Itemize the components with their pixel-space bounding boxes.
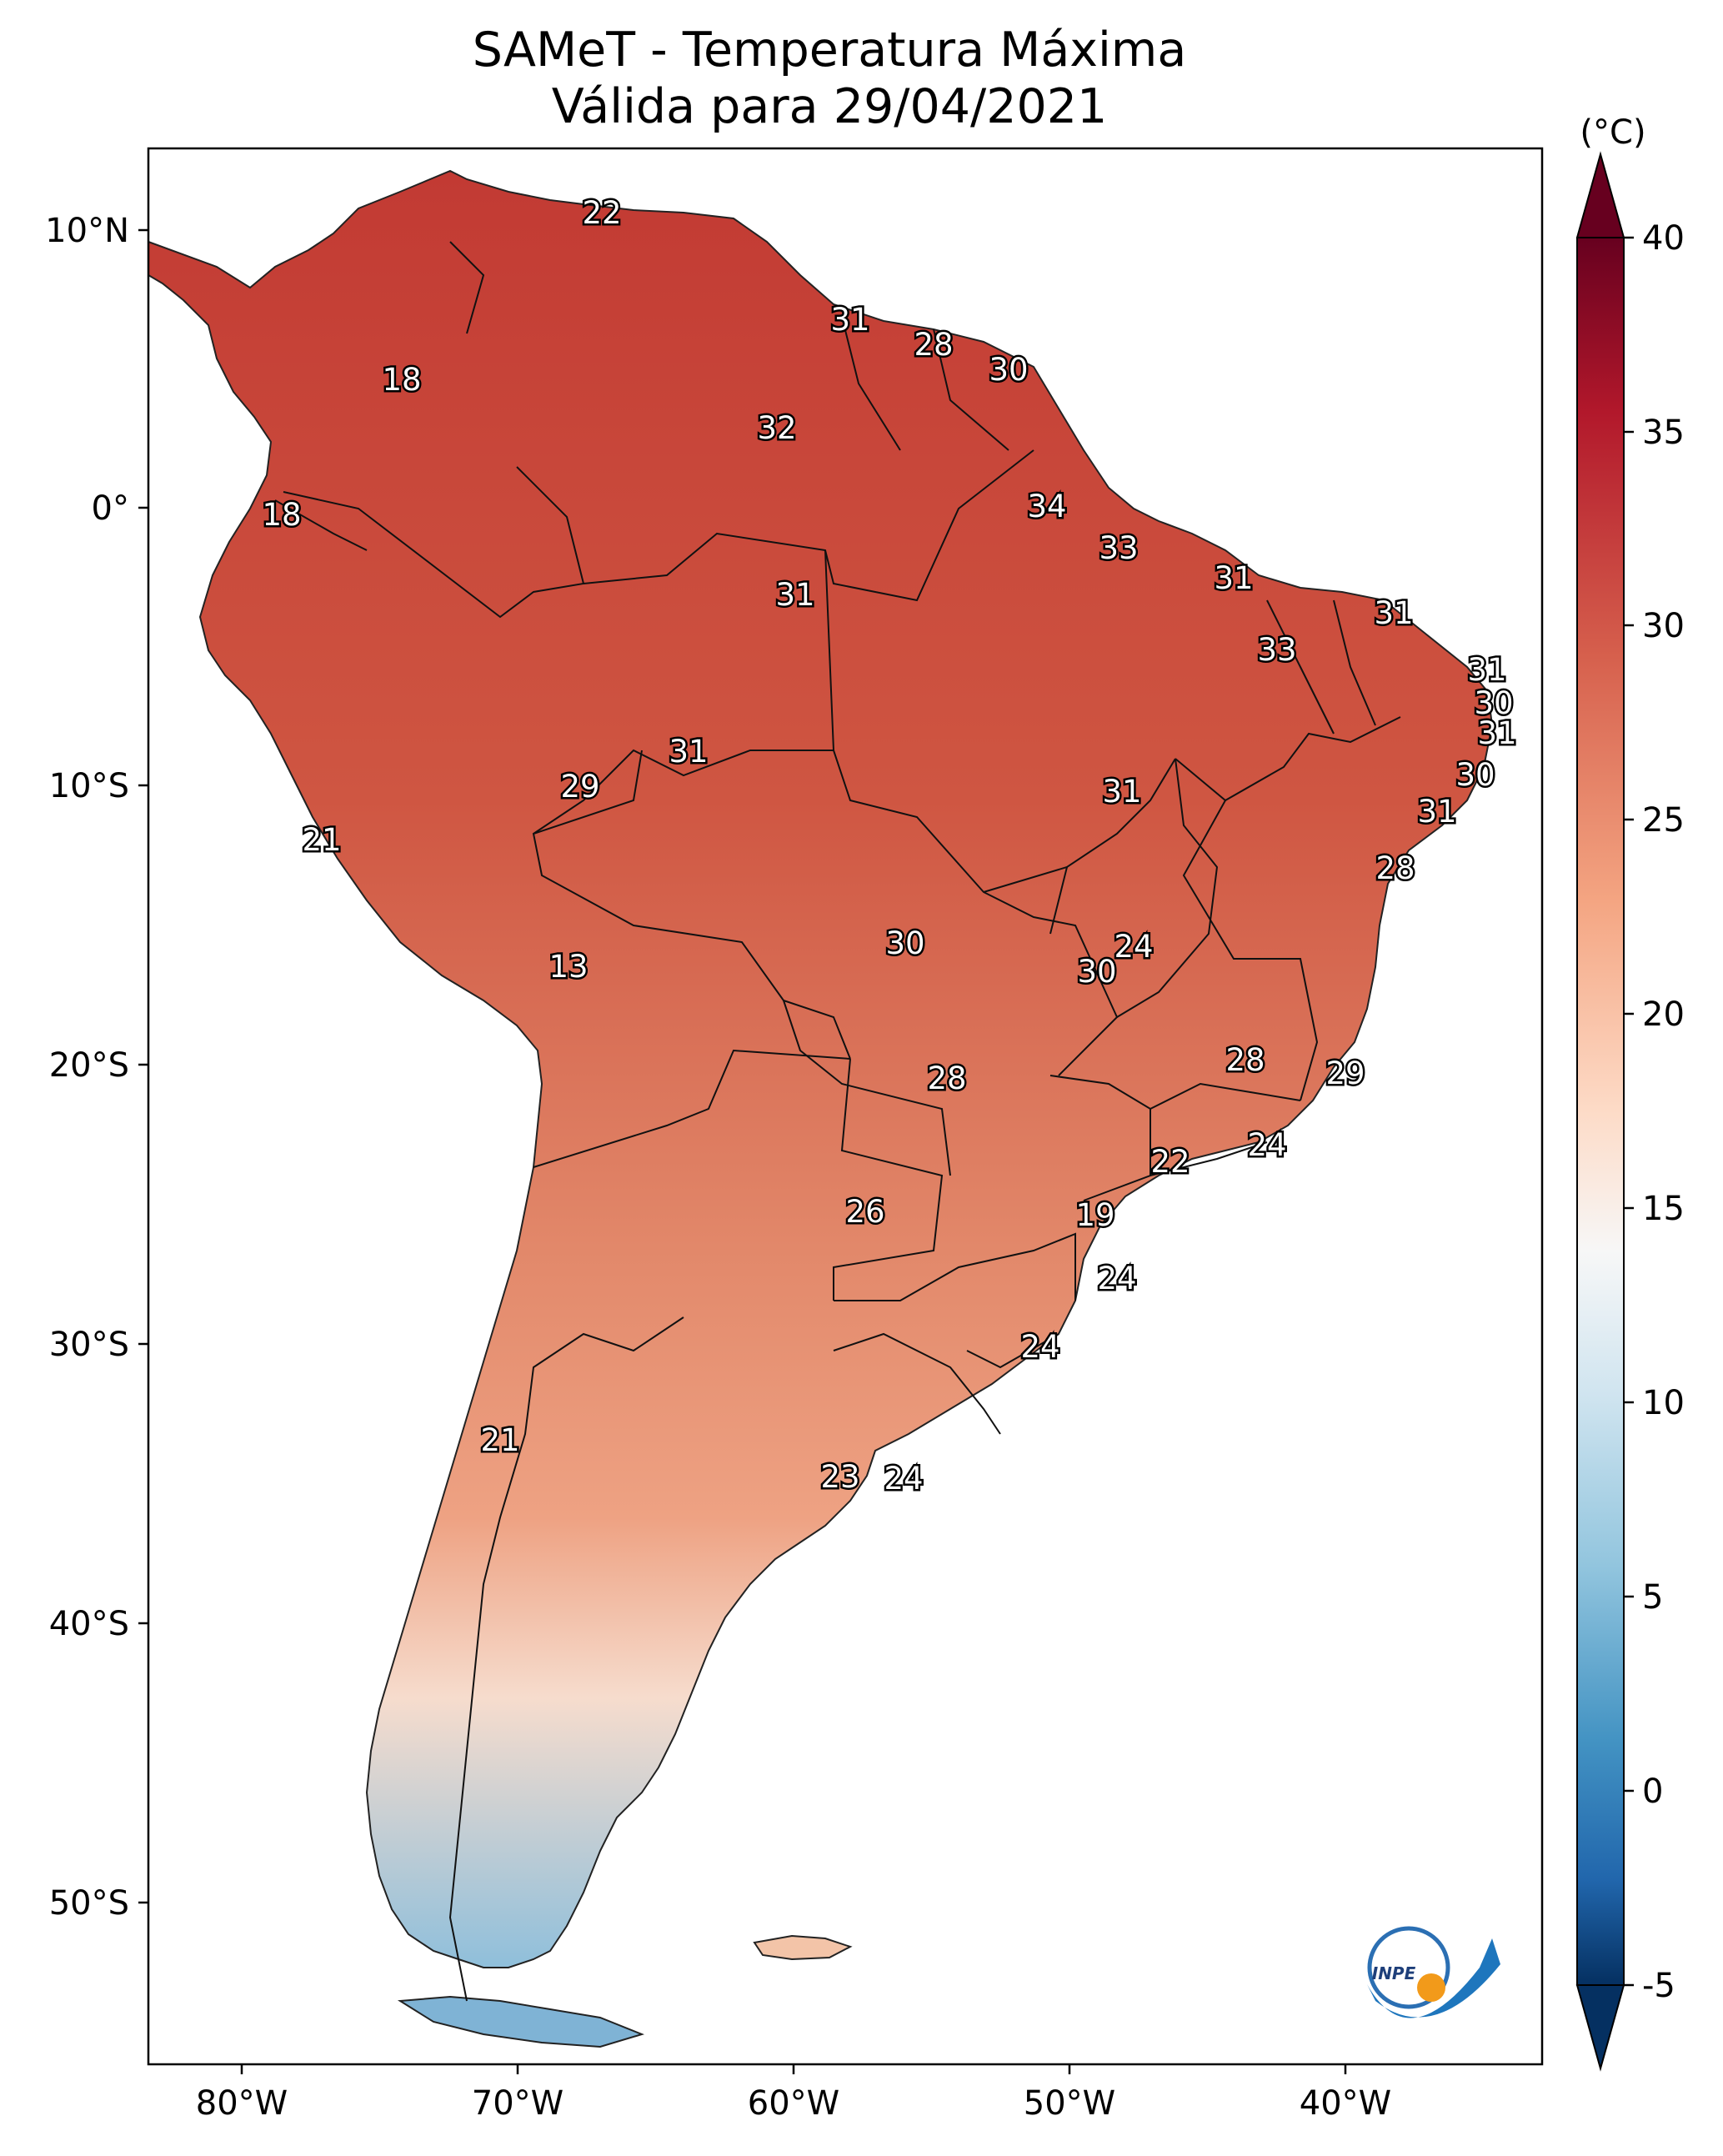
- map-frame: [147, 147, 1544, 2066]
- city-label: 28: [914, 327, 953, 363]
- city-label: 22: [582, 195, 621, 231]
- lon-label-40w: 40°W: [1300, 2084, 1391, 2123]
- city-label: 34: [1027, 489, 1066, 524]
- city-label: 31: [1102, 774, 1141, 810]
- logo-sun: [1417, 1973, 1445, 2002]
- city-label: 29: [1325, 1055, 1365, 1091]
- lon-label-60w: 60°W: [748, 2084, 839, 2123]
- city-label: 31: [1417, 794, 1456, 830]
- city-label: 24: [1097, 1261, 1136, 1296]
- cb-label-0: 0: [1642, 1772, 1663, 1811]
- city-label: 24: [1020, 1329, 1059, 1365]
- lat-label-0: 0°: [92, 489, 129, 528]
- colorbar-ticks: [1624, 236, 1634, 1987]
- city-label: 31: [830, 302, 869, 338]
- city-label: 26: [845, 1194, 884, 1230]
- city-label: 31: [1477, 715, 1516, 751]
- city-label: 22: [1150, 1144, 1190, 1180]
- colorbar-labels: 40 35 30 25 20 15 10 5 0 -5: [1642, 219, 1685, 2005]
- city-label: 31: [1467, 652, 1506, 688]
- lat-label-50s: 50°S: [49, 1884, 129, 1923]
- city-label: 24: [884, 1461, 923, 1497]
- city-label: 30: [1474, 685, 1513, 721]
- cb-label-20: 20: [1642, 995, 1685, 1034]
- city-label: 31: [775, 577, 814, 613]
- city-label: 24: [1114, 929, 1153, 965]
- colorbar-bottom-arrow: [1575, 1984, 1625, 2072]
- city-label: 31: [1374, 595, 1413, 631]
- cb-label-10: 10: [1642, 1384, 1685, 1422]
- city-labels: 22 31 28 30 18 32 18 34 33 31 31 31 33 3…: [260, 193, 1519, 1499]
- city-label: 31: [669, 734, 708, 770]
- city-label: 33: [1257, 632, 1296, 668]
- city-label: 19: [1075, 1197, 1114, 1233]
- city-label: 30: [1077, 954, 1116, 990]
- continent-layer: [148, 169, 1494, 2048]
- south-america-landmass: [148, 169, 1494, 1968]
- map-subtitle: Válida para 29/04/2021: [551, 79, 1108, 134]
- city-label: 28: [1225, 1042, 1265, 1078]
- city-label: 33: [1099, 530, 1138, 566]
- city-label: 31: [1214, 560, 1253, 596]
- city-label: 28: [1375, 850, 1415, 886]
- lat-label-30s: 30°S: [49, 1326, 129, 1364]
- lat-label-10n: 10°N: [45, 212, 129, 250]
- lat-label-10s: 10°S: [49, 767, 129, 805]
- city-label: 28: [927, 1060, 966, 1096]
- latitude-labels: 10°N 0° 10°S 20°S 30°S 40°S 50°S: [45, 212, 129, 1923]
- colorbar-scale: [1576, 237, 1625, 1986]
- longitude-axis: [240, 2064, 1347, 2074]
- logo-text: INPE: [1372, 1963, 1416, 1983]
- cb-label-5: 5: [1642, 1578, 1663, 1617]
- lon-label-80w: 80°W: [196, 2084, 288, 2123]
- city-label: 30: [885, 925, 924, 961]
- cb-label-15: 15: [1642, 1190, 1685, 1228]
- cb-label-25: 25: [1642, 801, 1685, 840]
- city-label: 13: [548, 949, 588, 985]
- city-label: 24: [1247, 1127, 1286, 1163]
- cb-label-minus5: -5: [1642, 1967, 1675, 2005]
- lat-label-40s: 40°S: [49, 1605, 129, 1643]
- city-label: 30: [1455, 757, 1495, 793]
- country-borders: [274, 241, 1401, 2002]
- city-label: 32: [757, 410, 796, 446]
- city-label: 29: [560, 769, 599, 805]
- city-label: 23: [820, 1459, 859, 1495]
- cb-label-30: 30: [1642, 607, 1685, 645]
- lat-label-20s: 20°S: [49, 1046, 129, 1085]
- city-label: 18: [262, 497, 301, 533]
- city-label: 18: [382, 362, 421, 398]
- colorbar-top-arrow: [1575, 151, 1625, 238]
- longitude-labels: 80°W 70°W 60°W 50°W 40°W: [196, 2084, 1391, 2123]
- lon-label-50w: 50°W: [1024, 2084, 1115, 2123]
- cb-label-35: 35: [1642, 414, 1685, 452]
- city-label: 21: [480, 1422, 519, 1458]
- logo-swoosh: [1367, 1938, 1500, 2018]
- city-label: 30: [989, 352, 1028, 388]
- colorbar-unit: (°C): [1580, 113, 1645, 152]
- map-title: SAMeT - Temperatura Máxima: [472, 23, 1187, 78]
- latitude-axis: [138, 228, 148, 1904]
- falklands: [753, 1934, 853, 1961]
- inpe-logo: INPE: [1367, 1926, 1500, 2018]
- colorbar: (°C) 40 35 30 25 20 15 10 5 0 -5: [1575, 113, 1685, 2072]
- cb-label-40: 40: [1642, 219, 1685, 258]
- tierra-del-fuego: [397, 1995, 645, 2048]
- lon-label-70w: 70°W: [472, 2084, 563, 2123]
- city-label: 21: [302, 822, 341, 858]
